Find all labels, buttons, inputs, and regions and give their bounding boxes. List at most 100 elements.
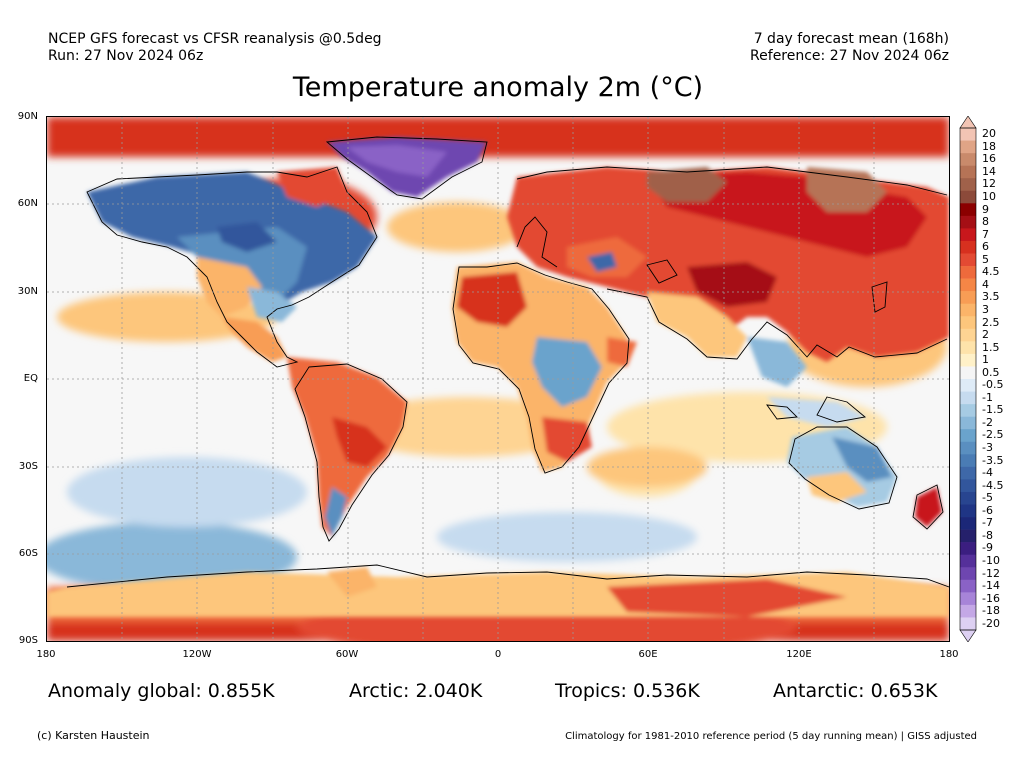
lat-label-60n: 60N — [17, 198, 38, 209]
colorbar-swatch — [960, 579, 976, 593]
colorbar-label: 14 — [982, 164, 996, 178]
coastlines — [66, 136, 949, 588]
colorbar-label: 3 — [982, 302, 989, 316]
copyright: (c) Karsten Haustein — [37, 729, 150, 742]
colorbar-swatch — [960, 140, 976, 154]
colorbar-label: -12 — [982, 566, 1000, 580]
colorbar-swatch — [960, 203, 976, 217]
lat-label-90s: 90S — [18, 635, 38, 646]
colorbar-label: -18 — [982, 604, 1000, 618]
colorbar-swatch — [960, 278, 976, 292]
stat-antarctic: Antarctic: 0.653K — [773, 680, 938, 702]
colorbar-swatch — [960, 504, 976, 518]
colorbar-swatch — [960, 554, 976, 568]
colorbar-swatch — [960, 429, 976, 443]
colorbar-label: 12 — [982, 177, 996, 191]
lon-label-180e: 180 — [939, 649, 959, 660]
colorbar-swatch — [960, 604, 976, 618]
colorbar-swatch — [960, 266, 976, 279]
lat-label-60s: 60S — [18, 548, 38, 559]
colorbar-swatch — [960, 517, 976, 530]
colorbar-frame — [959, 127, 977, 631]
model-description: NCEP GFS forecast vs CFSR reanalysis @0.… — [48, 31, 382, 47]
colorbar-label: -14 — [982, 579, 1000, 593]
colorbar-label: 4.5 — [982, 265, 1000, 279]
lat-label-30n: 30N — [17, 286, 38, 297]
colorbar — [959, 116, 977, 642]
colorbar-swatch — [960, 303, 976, 317]
map-title: Temperature anomaly 2m (°C) — [292, 72, 704, 103]
colorbar-label: 20 — [982, 127, 996, 141]
colorbar-swatch — [960, 491, 976, 505]
colorbar-swatches — [959, 116, 977, 642]
colorbar-swatch — [960, 379, 976, 392]
colorbar-label: -20 — [982, 616, 1000, 630]
colorbar-label: 1 — [982, 353, 989, 367]
lon-label-180w: 180 — [36, 649, 56, 660]
lat-label-30s: 30S — [18, 461, 38, 472]
reference-time: Reference: 27 Nov 2024 06z — [750, 48, 949, 64]
colorbar-swatch — [960, 253, 976, 267]
colorbar-swatch — [960, 128, 976, 141]
colorbar-lower-arrow — [959, 629, 977, 642]
colorbar-label: -1.5 — [982, 403, 1004, 417]
colorbar-swatch — [960, 366, 976, 380]
graticule — [47, 117, 949, 641]
colorbar-swatch — [960, 215, 976, 229]
header-right: 7 day forecast mean (168h) Reference: 27… — [750, 31, 949, 65]
lon-label-60e: 60E — [638, 649, 658, 660]
colorbar-swatch — [960, 165, 976, 179]
colorbar-swatch — [960, 529, 976, 543]
colorbar-swatch — [960, 404, 976, 417]
colorbar-swatch — [960, 391, 976, 405]
colorbar-swatch — [960, 441, 976, 455]
climatology-note: Climatology for 1981-2010 reference peri… — [565, 731, 977, 742]
stat-global: Anomaly global: 0.855K — [48, 680, 275, 702]
colorbar-label: -3 — [982, 441, 993, 455]
colorbar-swatch — [960, 228, 976, 242]
lon-label-120w: 120W — [182, 649, 212, 660]
colorbar-swatch — [960, 341, 976, 355]
colorbar-label: -6 — [982, 503, 993, 517]
colorbar-label: -9 — [982, 541, 993, 555]
colorbar-label: -3.5 — [982, 453, 1004, 467]
anomaly-map — [46, 116, 950, 642]
colorbar-label: -5 — [982, 491, 993, 505]
forecast-period: 7 day forecast mean (168h) — [753, 31, 949, 47]
colorbar-swatch — [960, 542, 976, 555]
lat-label-90n: 90N — [17, 111, 38, 122]
colorbar-swatch — [960, 592, 976, 606]
colorbar-label: 5 — [982, 252, 989, 266]
colorbar-label: -10 — [982, 553, 1000, 567]
colorbar-upper-arrow — [959, 116, 977, 129]
lon-label-60w: 60W — [335, 649, 359, 660]
colorbar-swatch — [960, 617, 976, 631]
colorbar-label: -7 — [982, 516, 993, 530]
colorbar-swatch — [960, 416, 976, 430]
colorbar-swatch — [960, 466, 976, 480]
colorbar-label: 8 — [982, 215, 989, 229]
colorbar-label: 0.5 — [982, 365, 1000, 379]
colorbar-label: 7 — [982, 227, 989, 241]
colorbar-swatch — [960, 479, 976, 493]
colorbar-label: 18 — [982, 139, 996, 153]
colorbar-label: 2.5 — [982, 315, 1000, 329]
colorbar-label: -4 — [982, 466, 993, 480]
land-anomalies — [47, 137, 949, 617]
colorbar-swatch — [960, 178, 976, 192]
colorbar-label: -1 — [982, 390, 993, 404]
stat-tropics: Tropics: 0.536K — [555, 680, 700, 702]
colorbar-label: 16 — [982, 152, 996, 166]
colorbar-swatch — [960, 153, 976, 166]
colorbar-swatch — [960, 328, 976, 342]
colorbar-label: 6 — [982, 240, 989, 254]
colorbar-label: 4 — [982, 277, 989, 291]
colorbar-swatch — [960, 291, 976, 304]
colorbar-swatch — [960, 190, 976, 204]
colorbar-label: 1.5 — [982, 340, 1000, 354]
header-left: NCEP GFS forecast vs CFSR reanalysis @0.… — [48, 31, 382, 65]
colorbar-swatch — [960, 567, 976, 581]
colorbar-label: 3.5 — [982, 290, 1000, 304]
lon-label-120e: 120E — [786, 649, 812, 660]
colorbar-label: -2.5 — [982, 428, 1004, 442]
